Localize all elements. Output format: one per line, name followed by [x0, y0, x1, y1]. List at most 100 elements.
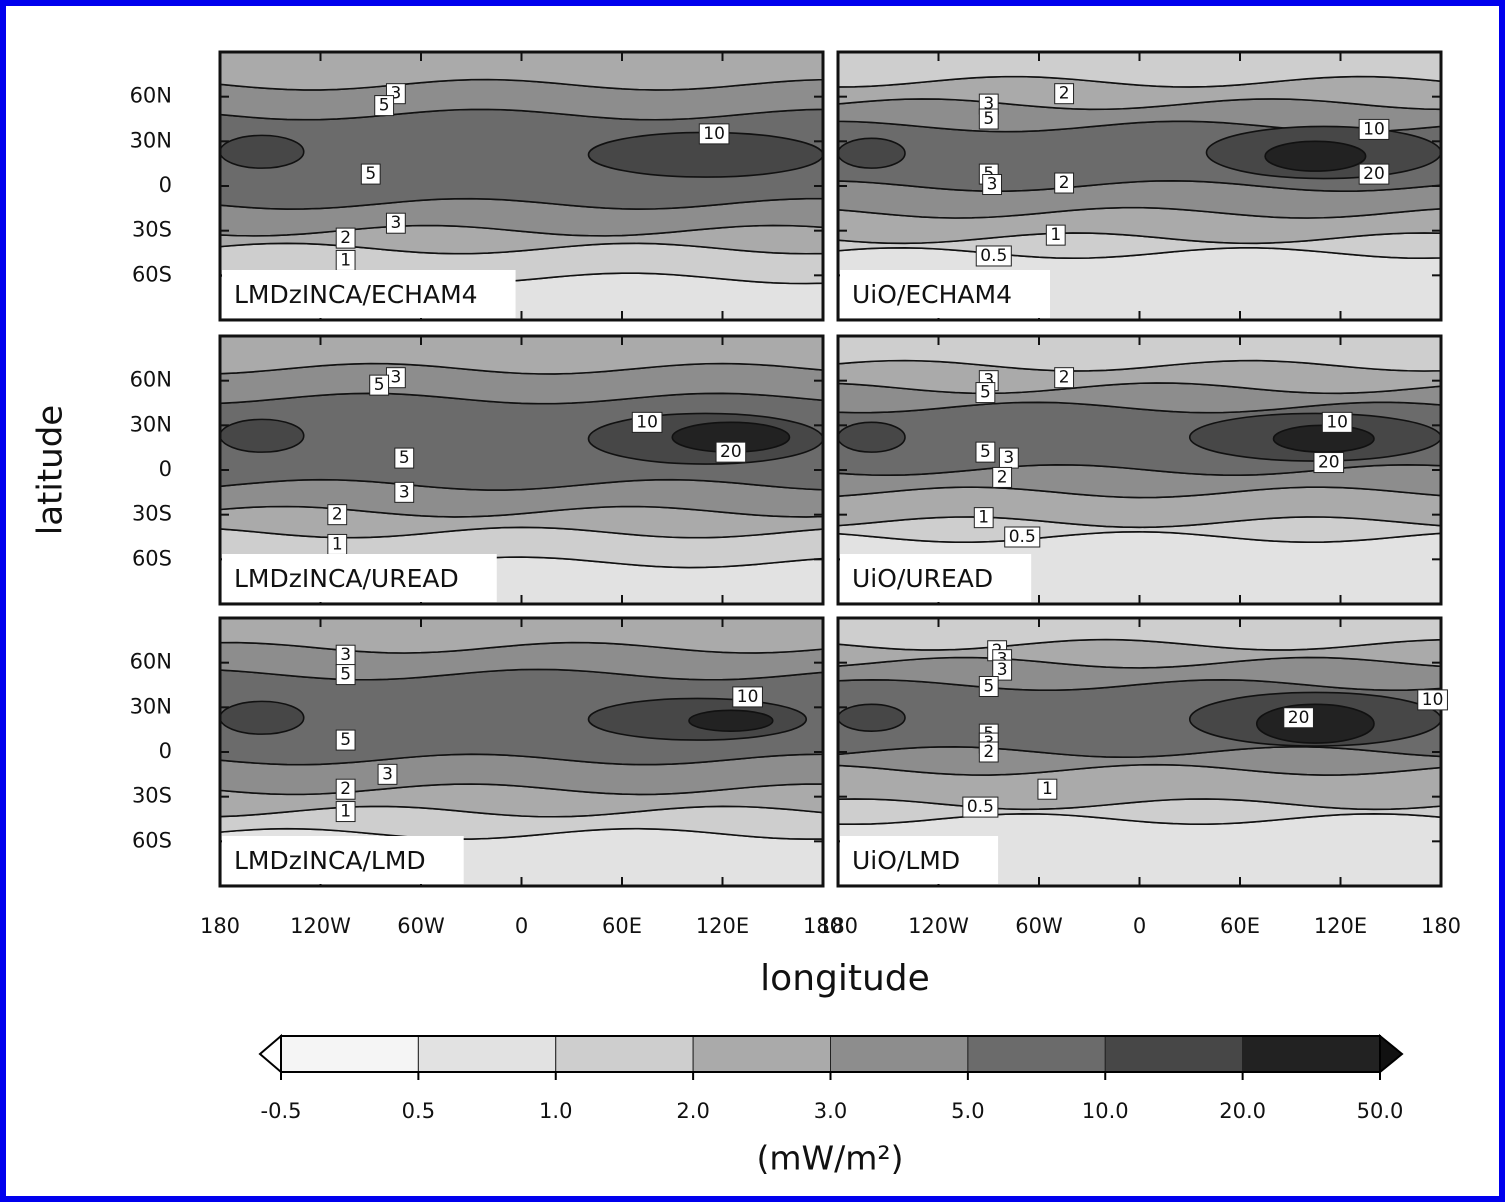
colorbar-tick-label: -0.5: [261, 1099, 302, 1123]
y-tick-label: 0: [159, 457, 172, 481]
shaded-core: [1265, 141, 1366, 171]
y-tick-label: 0: [159, 739, 172, 763]
contour-label: 10: [1422, 690, 1444, 710]
contour-label: 10: [1326, 412, 1348, 432]
panel-title: LMDzINCA/ECHAM4: [234, 280, 478, 309]
contour-label: 5: [983, 676, 994, 696]
colorbar-tick-label: 20.0: [1219, 1099, 1266, 1123]
x-tick-label: 120W: [290, 914, 351, 938]
y-tick-label: 30N: [130, 694, 172, 718]
contour-label: 3: [987, 175, 998, 195]
contour-label: 10: [1363, 119, 1385, 139]
y-tick-label: 30S: [132, 502, 172, 526]
contour-label: 5: [374, 375, 385, 395]
contour-label: 5: [399, 448, 410, 468]
contour-label: 2: [340, 228, 351, 248]
x-tick-label: 60E: [602, 914, 642, 938]
contour-label: 5: [379, 96, 390, 116]
figure: latitude longitude (mW/m²) 60N 30N 0 30S 60S…: [0, 0, 1505, 1202]
contour-label: 2: [1059, 368, 1070, 388]
contour-label: 5: [365, 164, 376, 184]
y-tick-label: 60N: [130, 84, 172, 108]
contour-label: 1: [340, 250, 351, 270]
colorbar-label: (mW/m²): [756, 1139, 903, 1178]
y-tick-label: 30S: [132, 784, 172, 808]
contour-label: 0.5: [967, 797, 994, 817]
x-tick-label: 0: [515, 914, 528, 938]
shaded-core: [838, 138, 905, 168]
y-tick-label: 30N: [130, 128, 172, 152]
contour-label: 10: [737, 687, 759, 707]
colorbar-tick-label: 1.0: [539, 1099, 572, 1123]
shaded-core: [838, 422, 905, 452]
y-axis-title: latitude: [31, 405, 71, 535]
x-axis-title: longitude: [760, 958, 930, 999]
contour-label: 1: [340, 802, 351, 822]
x-tick-label: 180: [1421, 914, 1461, 938]
x-tick-label: 120W: [908, 914, 969, 938]
y-tick-label: 30S: [132, 218, 172, 242]
contour-label: 3: [382, 764, 393, 784]
panel-title: UiO/ECHAM4: [852, 280, 1012, 309]
x-tick-label: 60W: [397, 914, 445, 938]
colorbar-segment: [831, 1036, 968, 1072]
shaded-core: [220, 135, 304, 168]
shaded-core: [220, 701, 304, 734]
contour-label: 20: [720, 442, 742, 462]
contour-label: 2: [1059, 173, 1070, 193]
contour-label: 10: [636, 412, 658, 432]
colorbar-segment: [1105, 1036, 1242, 1072]
colorbar-tick-label: 50.0: [1357, 1099, 1404, 1123]
contour-label: 2: [983, 742, 994, 762]
colorbar-tick-label: 10.0: [1082, 1099, 1129, 1123]
colorbar-segment: [418, 1036, 555, 1072]
contour-label: 20: [1288, 708, 1310, 728]
contour-label: 2: [340, 779, 351, 799]
panel-title: UiO/LMD: [852, 846, 960, 875]
y-tick-label: 60S: [132, 262, 172, 286]
contour-label: 3: [340, 645, 351, 665]
contour-label: 3: [390, 368, 401, 388]
contour-label: 20: [1363, 164, 1385, 184]
panel-title: UiO/UREAD: [852, 564, 993, 593]
y-tick-label: 60S: [132, 546, 172, 570]
x-tick-label: 180: [200, 914, 240, 938]
colorbar-segment: [1243, 1036, 1380, 1072]
x-tick-label: 60E: [1220, 914, 1260, 938]
contour-label: 5: [983, 109, 994, 129]
colorbar-tick-label: 0.5: [402, 1099, 435, 1123]
shaded-core: [1257, 704, 1374, 743]
contour-label: 0.5: [1009, 527, 1036, 547]
colorbar-tick-label: 3.0: [814, 1099, 847, 1123]
x-tick-label: 0: [1133, 914, 1146, 938]
y-tick-label: 60S: [132, 828, 172, 852]
colorbar-segment: [281, 1036, 418, 1072]
panel-title: LMDzINCA/LMD: [234, 846, 426, 875]
contour-label: 5: [340, 665, 351, 685]
colorbar-tick-label: 2.0: [676, 1099, 709, 1123]
contour-label: 2: [997, 467, 1008, 487]
shaded-core: [220, 419, 304, 452]
contour-label: 5: [980, 383, 991, 403]
y-tick-label: 60N: [130, 368, 172, 392]
y-tick-label: 60N: [130, 650, 172, 674]
contour-label: 2: [332, 505, 343, 525]
x-tick-label: 120E: [1314, 914, 1367, 938]
x-tick-label: 120E: [696, 914, 749, 938]
contour-label: 1: [332, 534, 343, 554]
contour-label: 1: [1050, 225, 1061, 245]
colorbar-segment: [556, 1036, 693, 1072]
contour-label: 1: [978, 508, 989, 528]
x-tick-label: 180: [818, 914, 858, 938]
page: {"chart_data": {"type": "contour", "xlab…: [0, 0, 1505, 1202]
y-tick-label: 0: [159, 173, 172, 197]
y-tick-label: 30N: [130, 412, 172, 436]
contour-label: 20: [1318, 453, 1340, 473]
colorbar-segment: [968, 1036, 1105, 1072]
contour-label: 5: [340, 730, 351, 750]
contour-label: 3: [399, 482, 410, 502]
contour-label: 10: [703, 124, 725, 144]
x-tick-label: 60W: [1015, 914, 1063, 938]
contour-label: 1: [1042, 779, 1053, 799]
contour-label: 0.5: [980, 246, 1007, 266]
